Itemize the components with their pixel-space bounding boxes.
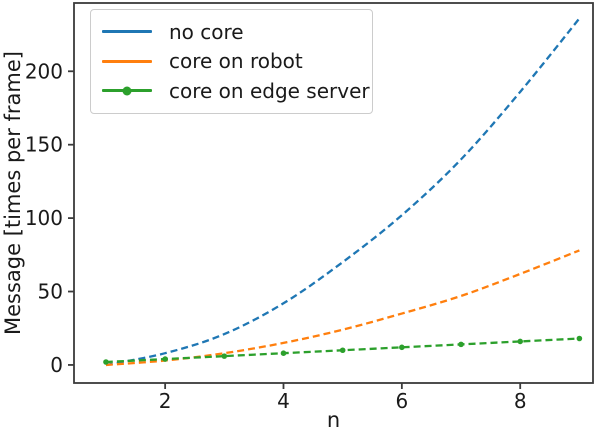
data-point-marker <box>162 356 168 362</box>
y-tick-label: 0 <box>50 353 63 377</box>
data-point-marker <box>280 350 287 356</box>
x-tick-label: 6 <box>395 389 408 413</box>
legend-item-core-on-robot: core on robot <box>102 47 362 77</box>
data-point-marker <box>221 353 228 359</box>
legend-label: core on robot <box>169 49 303 74</box>
data-point-marker <box>576 335 583 342</box>
legend-label: core on edge server <box>169 78 370 103</box>
x-tick-label: 4 <box>277 389 290 413</box>
data-point-marker <box>458 341 464 348</box>
x-tick-label: 8 <box>514 389 527 413</box>
legend-item-no-core: no core <box>102 17 362 47</box>
x-tick-label: 2 <box>159 389 172 413</box>
legend: no core core on robot core on edge server <box>90 9 373 114</box>
legend-item-core-on-edge-server: core on edge server <box>102 76 370 106</box>
data-point-marker <box>517 338 524 345</box>
y-tick-label: 100 <box>25 206 63 230</box>
y-tick-label: 150 <box>25 133 63 157</box>
y-tick-label: 200 <box>25 59 63 83</box>
legend-line-sample <box>102 59 152 63</box>
legend-line-sample <box>102 86 152 96</box>
legend-line-sample <box>102 30 152 34</box>
plot-area <box>73 2 594 384</box>
y-axis-label: Message [times per frame] <box>1 51 25 335</box>
series-line-core-on-robot <box>105 249 580 367</box>
legend-marker-dot <box>122 86 132 96</box>
data-point-marker <box>339 347 346 354</box>
y-tick-label: 50 <box>38 280 63 304</box>
series-line-no-core <box>105 17 581 367</box>
data-point-marker <box>399 344 405 351</box>
x-axis-label: n <box>326 408 341 432</box>
legend-label: no core <box>169 19 244 44</box>
data-point-marker <box>103 359 109 365</box>
